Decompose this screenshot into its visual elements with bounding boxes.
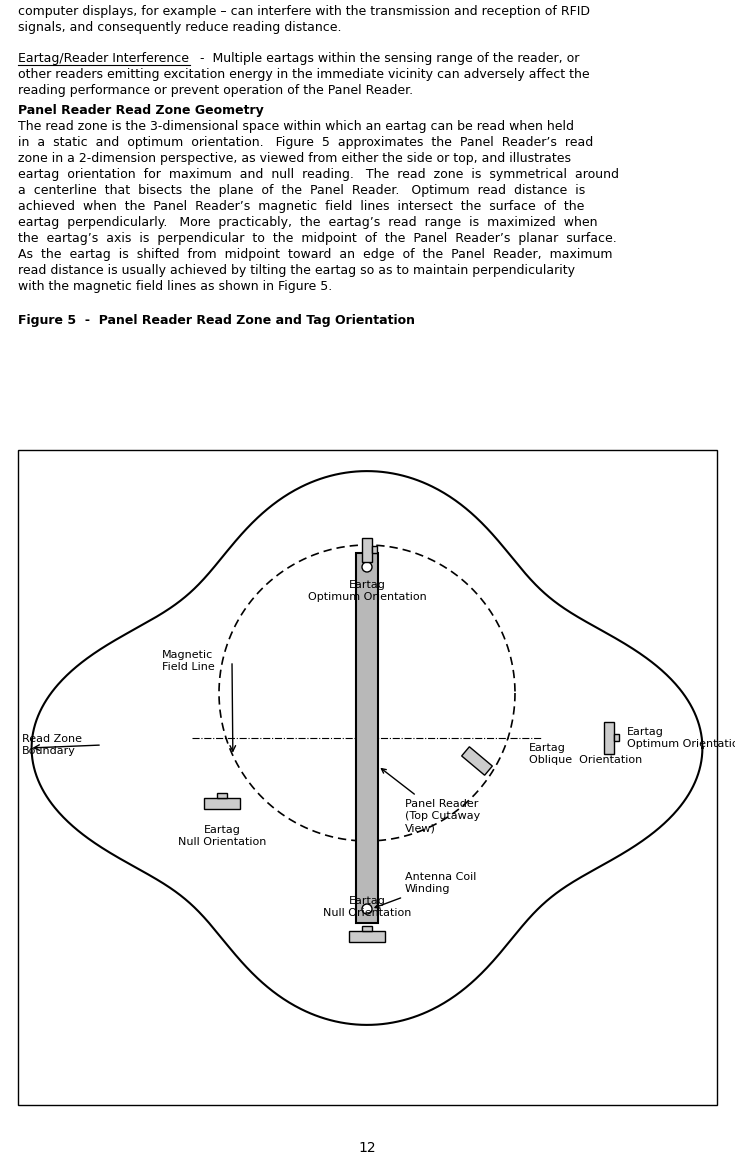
Bar [356,553,378,923]
Text: As  the  eartag  is  shifted  from  midpoint  toward  an  edge  of  the  Panel  : As the eartag is shifted from midpoint t… [18,248,612,261]
Bar [18,450,717,1105]
Text: with the magnetic field lines as shown in Figure 5.: with the magnetic field lines as shown i… [18,280,332,293]
Text: read distance is usually achieved by tilting the eartag so as to maintain perpen: read distance is usually achieved by til… [18,264,575,277]
Text: Eartag/Reader Interference: Eartag/Reader Interference [18,52,189,65]
Text: 12: 12 [358,1141,376,1155]
Bar [604,722,614,754]
Bar [362,926,372,930]
Text: Panel Reader
(Top Cutaway
View): Panel Reader (Top Cutaway View) [381,769,480,833]
Text: Eartag
Null Orientation: Eartag Null Orientation [323,896,411,918]
Text: reading performance or prevent operation of the Panel Reader.: reading performance or prevent operation… [18,84,413,97]
Text: The read zone is the 3-dimensional space within which an eartag can be read when: The read zone is the 3-dimensional space… [18,119,574,133]
Text: Read Zone
Boundary: Read Zone Boundary [22,734,82,756]
Bar [362,538,372,561]
Text: -  Multiple eartags within the sensing range of the reader, or: - Multiple eartags within the sensing ra… [192,52,579,65]
Bar [372,546,377,553]
Bar [217,792,227,798]
Text: Figure 5  -  Panel Reader Read Zone and Tag Orientation: Figure 5 - Panel Reader Read Zone and Ta… [18,314,415,327]
Text: other readers emitting excitation energy in the immediate vicinity can adversely: other readers emitting excitation energy… [18,68,589,81]
Circle shape [362,561,372,572]
Circle shape [362,904,372,914]
Text: the  eartag’s  axis  is  perpendicular  to  the  midpoint  of  the  Panel  Reade: the eartag’s axis is perpendicular to th… [18,232,617,245]
Text: signals, and consequently reduce reading distance.: signals, and consequently reduce reading… [18,21,342,34]
Bar [614,734,619,741]
Bar [204,798,240,809]
Text: a  centerline  that  bisects  the  plane  of  the  Panel  Reader.   Optimum  rea: a centerline that bisects the plane of t… [18,184,585,197]
Text: Magnetic
Field Line: Magnetic Field Line [162,650,215,672]
Text: computer displays, for example – can interfere with the transmission and recepti: computer displays, for example – can int… [18,5,590,19]
Text: Eartag
Optimum Orientation: Eartag Optimum Orientation [308,580,426,602]
Text: Panel Reader Read Zone Geometry: Panel Reader Read Zone Geometry [18,104,264,117]
Text: Eartag
Oblique  Orientation: Eartag Oblique Orientation [529,744,642,766]
Text: Eartag
Null Orientation: Eartag Null Orientation [178,825,266,848]
Text: eartag  perpendicularly.   More  practicably,  the  eartag’s  read  range  is  m: eartag perpendicularly. More practicably… [18,216,598,229]
Text: in  a  static  and  optimum  orientation.   Figure  5  approximates  the  Panel : in a static and optimum orientation. Fig… [18,136,593,148]
Text: achieved  when  the  Panel  Reader’s  magnetic  field  lines  intersect  the  su: achieved when the Panel Reader’s magneti… [18,200,584,213]
Text: eartag  orientation  for  maximum  and  null  reading.   The  read  zone  is  sy: eartag orientation for maximum and null … [18,168,619,181]
Text: zone in a 2-dimension perspective, as viewed from either the side or top, and il: zone in a 2-dimension perspective, as vi… [18,152,571,165]
Bar [349,930,385,942]
Text: Eartag
Optimum Orientation: Eartag Optimum Orientation [627,727,735,749]
Text: Antenna Coil
Winding: Antenna Coil Winding [375,872,476,908]
Polygon shape [462,747,492,775]
